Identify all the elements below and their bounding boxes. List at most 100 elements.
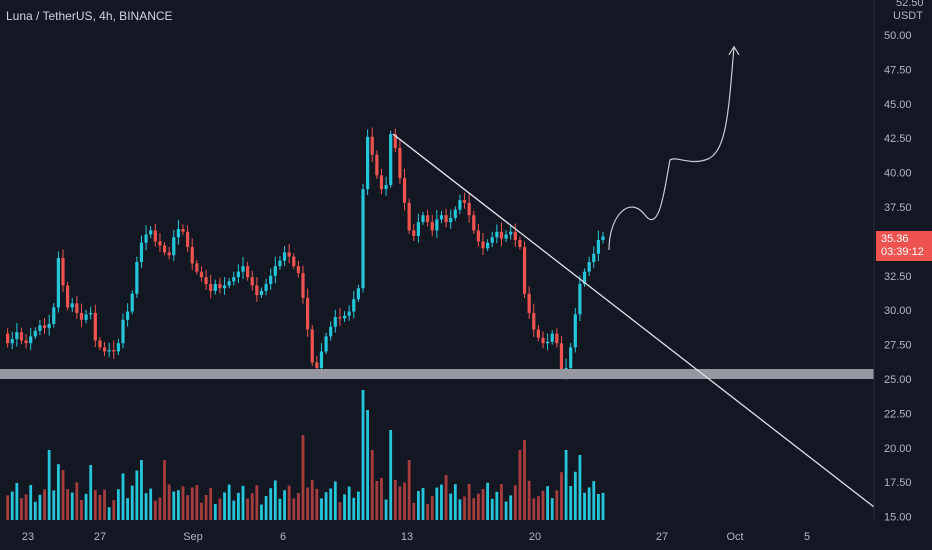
volume-bar [121, 473, 125, 520]
candle-body [458, 200, 462, 210]
candle-body [236, 271, 240, 278]
volume-bar [333, 481, 337, 520]
candle-body [246, 266, 250, 278]
candle-body [444, 215, 448, 223]
candle-body [310, 329, 314, 363]
candle-body [587, 262, 591, 272]
candle-body [476, 230, 480, 242]
candle-body [296, 266, 300, 274]
candle-body [75, 303, 79, 313]
volume-bar [135, 470, 139, 520]
volume-bar [380, 478, 383, 520]
time-tick-label: 20 [529, 531, 541, 543]
candle-body [592, 253, 596, 263]
candle-body [513, 231, 517, 241]
volume-bar [550, 498, 554, 520]
candle-body [84, 314, 88, 320]
candle-body [227, 281, 231, 286]
volume-bar [98, 495, 102, 520]
volume-bar [209, 488, 213, 520]
price-tick-label: 20.00 [884, 443, 912, 455]
volume-bar [343, 494, 346, 520]
candle-body [218, 284, 222, 289]
candle-body [504, 234, 508, 239]
candle-body [158, 241, 162, 246]
candle-body [66, 285, 70, 308]
candle-body [356, 288, 360, 300]
volume-bar [601, 492, 605, 520]
volume-bar [232, 500, 236, 520]
volume-bar [260, 504, 263, 520]
candle-body [135, 262, 139, 294]
candle-body [324, 336, 328, 352]
candle-body [70, 303, 74, 308]
candle-body [439, 215, 444, 220]
volume-bar [532, 498, 536, 520]
last-price-tag: 35.36 03:39:12 [876, 231, 932, 261]
volume-bar [292, 498, 296, 520]
volume-bar [440, 484, 443, 520]
projection-path[interactable] [608, 46, 735, 251]
volume-bar [513, 485, 517, 520]
volume-bar [564, 450, 568, 520]
candle-body [306, 297, 310, 330]
volume-bar [523, 440, 526, 520]
volume-bar [218, 498, 222, 520]
volume-bar [70, 492, 74, 520]
candle-body [379, 175, 384, 190]
candle-body [213, 284, 217, 291]
volume-bar [66, 489, 70, 520]
candle-body [250, 277, 254, 286]
candle-body [79, 312, 84, 320]
candle-body [329, 326, 333, 337]
candle-body [550, 333, 554, 342]
volume-bar [527, 480, 531, 520]
candle-body [555, 333, 559, 344]
volume-bar [486, 482, 490, 520]
volume-bar [560, 472, 563, 520]
time-tick-label: 27 [656, 531, 668, 543]
volume-bar [458, 499, 462, 520]
candles [6, 127, 605, 380]
candle-body [449, 218, 453, 223]
volume-bar [43, 489, 46, 520]
candle-body [462, 200, 467, 203]
downtrend-line[interactable] [392, 133, 875, 508]
volume-bar [144, 493, 148, 520]
price-tick-label: 17.50 [884, 477, 912, 489]
candle-body [144, 234, 148, 243]
volume-bar [287, 485, 291, 520]
candle-body [19, 332, 24, 341]
candle-body [195, 263, 199, 272]
volume-bar [481, 489, 485, 520]
candle-body [522, 246, 527, 294]
candle-body [278, 260, 282, 267]
candle-body [347, 311, 351, 316]
candle-countdown: 03:39:12 [881, 246, 924, 258]
candle-body [375, 154, 379, 176]
volume-bar [407, 460, 411, 520]
time-scale[interactable]: 23 27 Sep 6 13 20 27 Oct 5 [22, 531, 810, 543]
candle-body [495, 231, 499, 238]
volume-bar [190, 487, 194, 520]
candle-body [282, 252, 287, 261]
volume-bar [569, 486, 573, 520]
volume-bar [273, 480, 277, 520]
volume-bar [375, 481, 379, 520]
candle-body [338, 317, 342, 319]
candle-body [472, 215, 476, 231]
volume-bar [236, 492, 240, 520]
time-tick-label: 27 [94, 531, 106, 543]
volume-bar [89, 465, 93, 520]
price-scale[interactable]: 52.50 USDT 15.00 17.50 20.00 22.50 25.00 27.5… [884, 0, 924, 524]
volume-bar [412, 502, 416, 520]
candle-body [24, 340, 28, 344]
volume-bar [596, 494, 600, 520]
candle-body [190, 246, 194, 264]
volume-bar [29, 485, 33, 520]
price-tick-label: 32.50 [884, 271, 912, 283]
candle-body [15, 332, 19, 340]
candle-body [582, 271, 587, 285]
